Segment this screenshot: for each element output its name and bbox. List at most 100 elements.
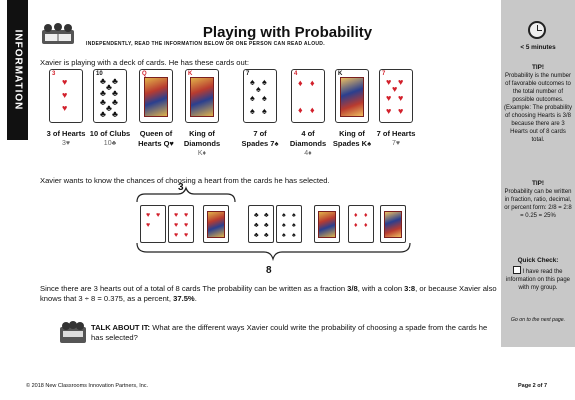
playing-card: Q [139, 69, 173, 123]
quick-check-text: I have read the information on this page… [505, 269, 571, 291]
card-pip: ♥ [146, 212, 151, 219]
card-pip: ♥ [398, 93, 404, 103]
card-label-line: Diamonds [183, 139, 221, 148]
card-rank: Q [142, 71, 147, 77]
card-label-line: 3 of Hearts [46, 129, 86, 138]
card-pip: ♥ [386, 106, 392, 116]
sorted-card [203, 205, 229, 243]
explanation-part: Since there are 3 hearts out of a total … [40, 284, 348, 293]
card-pip: ♥ [62, 90, 68, 100]
card-pip: ♥ [398, 77, 404, 87]
card-pip: ♠ [292, 232, 296, 239]
quick-check-checkbox[interactable] [513, 266, 522, 274]
talk-label: TALK ABOUT IT: [91, 323, 151, 332]
explanation-part: . [194, 294, 197, 303]
quick-check-title: Quick Check: [517, 257, 559, 264]
next-page-note: Go on to the next page. [510, 317, 566, 323]
playing-card: K [335, 69, 369, 123]
explanation-part: , with a colon [357, 284, 405, 293]
card-pip: ♦ [310, 105, 315, 115]
sidebar: < 5 minutes TIP! Probability is the numb… [501, 0, 575, 347]
card-pip: ♠ [250, 77, 255, 87]
card-rank: 4 [294, 71, 298, 77]
copyright: © 2018 New Classrooms Innovation Partner… [26, 383, 149, 389]
card-pip: ♥ [62, 103, 68, 113]
card-pip: ♥ [184, 222, 189, 229]
card-pip: ♣ [106, 103, 112, 113]
card-label-line: 7 of Hearts [376, 129, 416, 138]
card-rank: 7 [382, 71, 386, 77]
tip2-title: TIP! [531, 180, 545, 187]
card-pip: ♣ [100, 88, 106, 98]
fraction-value: 3/8 [347, 284, 358, 293]
card-pip: ♠ [292, 212, 296, 219]
card-pip: ♣ [254, 232, 259, 239]
card-pip: ♥ [146, 222, 151, 229]
card-pip: ♠ [262, 106, 267, 116]
playing-card: 7 ♥ ♥ ♥ ♥ ♥ ♥ ♥ [379, 69, 413, 123]
card-pip: ♣ [100, 97, 106, 107]
card-rank: 3 [52, 71, 56, 77]
face-card-art [190, 77, 214, 117]
card-label-line: 10 of Clubs [89, 129, 131, 138]
card-pip: ♣ [264, 232, 269, 239]
card-pip: ♦ [298, 105, 303, 115]
talk-text: What are the different ways Xavier could… [91, 323, 488, 342]
card-pip: ♣ [254, 222, 259, 229]
playing-card: 4 ♦ ♦ ♦ ♦ [291, 69, 325, 123]
card-label: 7 of Spades 7♠ [233, 129, 287, 149]
card-pip: ♦ [298, 78, 303, 88]
card-pip: ♣ [112, 109, 118, 119]
tip1-text: Probability is the number of favorable o… [504, 73, 572, 143]
card-label-line: 7♥ [391, 140, 401, 147]
card-label: 4 of Diamonds 4♦ [281, 129, 335, 159]
card-label-line: Hearts Q♥ [138, 139, 174, 148]
clock-icon [528, 21, 546, 39]
talk-about-it-icon [60, 321, 86, 343]
card-label-line: Diamonds [289, 139, 327, 148]
card-pip: ♠ [282, 222, 286, 229]
card-pip: ♣ [106, 82, 112, 92]
ratio-value: 3:8 [404, 284, 416, 293]
card-rank: K [188, 71, 193, 77]
card-pip: ♣ [112, 76, 118, 86]
card-pip: ♥ [184, 212, 189, 219]
card-pip: ♠ [262, 77, 267, 87]
card-label-line: 10♣ [103, 140, 117, 147]
sorted-card [314, 205, 340, 243]
talk-about-it: TALK ABOUT IT: What are the different wa… [91, 323, 501, 343]
playing-card: 3 ♥ ♥ ♥ [49, 69, 83, 123]
card-pip: ♥ [62, 77, 68, 87]
playing-card: K [185, 69, 219, 123]
sorted-card [380, 205, 406, 243]
playing-card: 10 ♣ ♣ ♣ ♣ ♣ ♣ ♣ ♣ ♣ ♣ [93, 69, 127, 123]
card-label: King of Diamonds K♦ [175, 129, 229, 159]
page-title: Playing with Probability [202, 24, 373, 41]
sorted-card: ♥ ♥ ♥ [140, 205, 166, 243]
face-card-art [340, 77, 364, 117]
card-pip: ♠ [262, 93, 267, 103]
card-pip: ♥ [174, 222, 179, 229]
card-label-line: 7 of [253, 129, 267, 138]
card-label-line: K♦ [197, 150, 207, 157]
percent-value: 37.5% [173, 294, 195, 303]
time-estimate: < 5 minutes [520, 44, 556, 51]
page-subtitle: INDEPENDENTLY, READ THE INFORMATION BELO… [86, 41, 325, 47]
card-label-line: Queen of [139, 129, 173, 138]
brace-top-count: 3 [178, 182, 184, 193]
sorted-card: ♣ ♣ ♣ ♣ ♣ ♣ [248, 205, 274, 243]
card-label-line: 4 of [301, 129, 315, 138]
card-label: King of Spades K♠ [325, 129, 379, 149]
card-label: 7 of Hearts 7♥ [369, 129, 423, 149]
card-pip: ♣ [100, 76, 106, 86]
card-pip: ♠ [250, 93, 255, 103]
playing-card: 7 ♠ ♠ ♠ ♠ ♠ ♠ ♠ [243, 69, 277, 123]
card-pip: ♦ [364, 212, 368, 219]
card-label: 3 of Hearts 3♥ [39, 129, 93, 149]
card-rank: 7 [246, 71, 250, 77]
side-banner: INFORMATION [7, 0, 28, 140]
card-pip: ♥ [392, 84, 398, 94]
card-rank: K [338, 71, 343, 77]
card-pip: ♠ [292, 222, 296, 229]
